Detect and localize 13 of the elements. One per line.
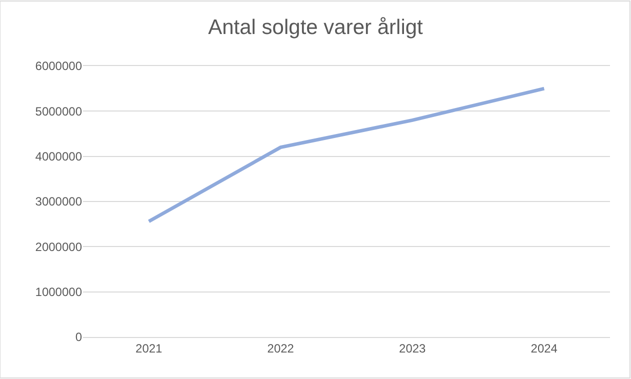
x-tick-label: 2022 xyxy=(267,341,294,356)
line-series xyxy=(147,86,546,224)
x-tick-label: 2024 xyxy=(530,341,558,356)
y-tick-label: 4000000 xyxy=(35,150,82,164)
y-tick-label: 3000000 xyxy=(35,194,82,209)
y-tick-label: 2000000 xyxy=(35,240,82,254)
y-tick-label: 5000000 xyxy=(35,104,82,118)
x-tick-label: 2023 xyxy=(399,341,426,356)
x-tick-label: 2021 xyxy=(136,341,163,356)
y-tick-label: 6000000 xyxy=(35,59,82,74)
y-tick-label: 1000000 xyxy=(35,285,82,300)
chart-title: Antal solgte varer årligt xyxy=(208,16,424,39)
y-tick-label: 0 xyxy=(75,330,82,344)
